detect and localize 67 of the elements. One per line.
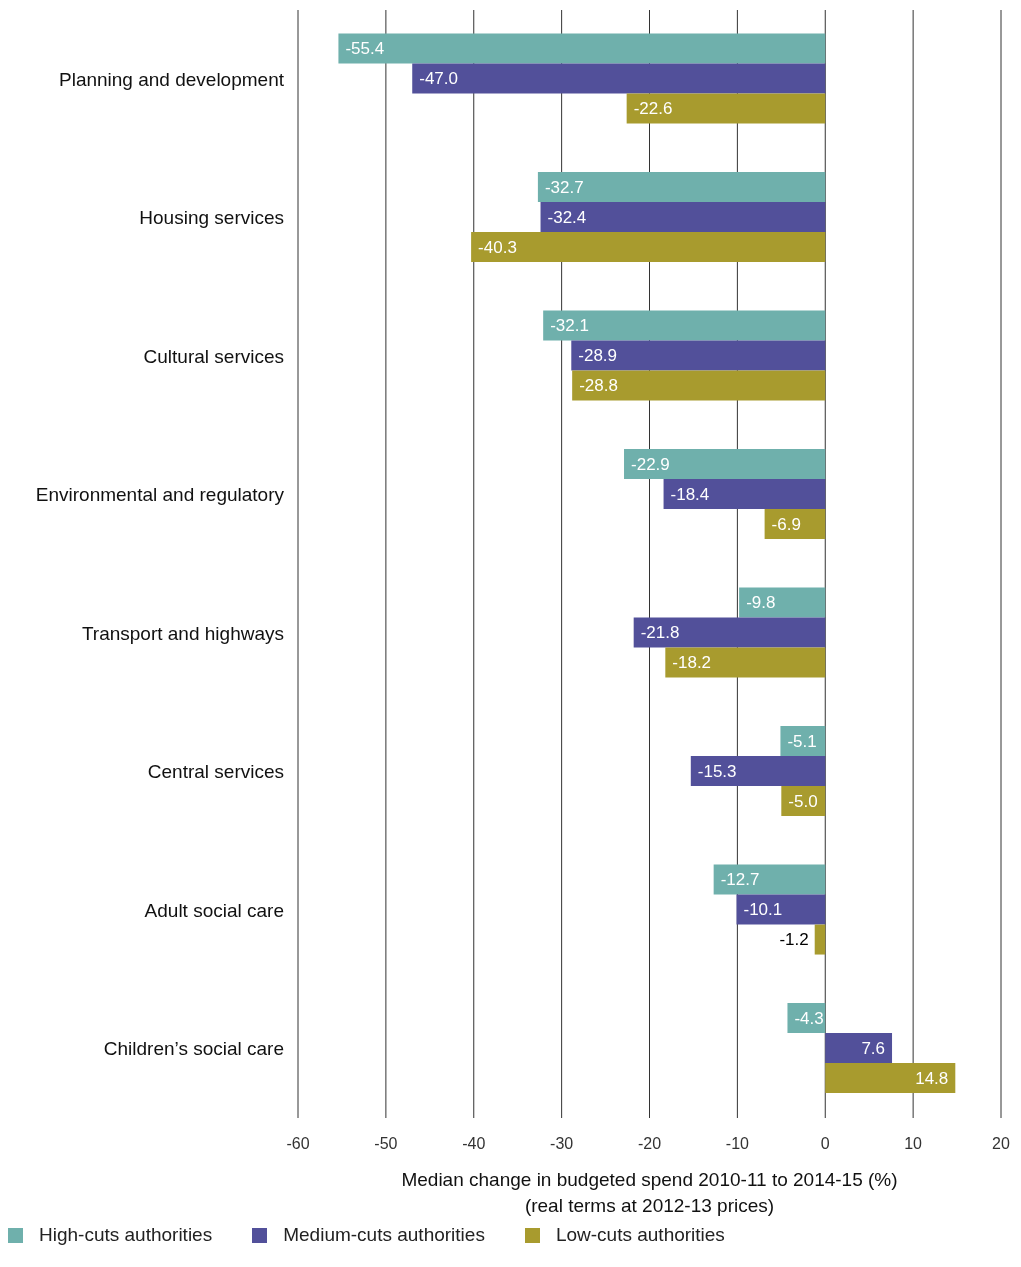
data-label: 7.6 [861,1038,886,1058]
data-label: 14.8 [915,1068,949,1088]
bar [780,726,826,757]
bar [764,509,826,540]
bar [537,172,826,203]
bar [663,479,826,510]
bar [633,617,826,648]
data-label: -28.8 [579,376,618,396]
data-label: -9.8 [746,593,776,613]
x-tick-label: -10 [725,1135,750,1153]
bar [412,63,826,94]
legend-label: High-cuts authorities [39,1224,213,1246]
bar [665,647,826,678]
x-axis-title: Median change in budgeted spend 2010-11 to 2014-15 (%) (real terms at 2012-13 prices) [401,1169,898,1216]
data-label: -21.8 [640,623,680,643]
data-label: -40.3 [478,237,517,257]
y-tick-label: Children’s social care [103,1038,284,1060]
legend-label: Medium-cuts authorities [283,1224,485,1246]
bar [571,340,826,371]
data-label: -22.9 [631,455,670,474]
data-label: -22.6 [633,99,673,119]
y-tick-label: Environmental and regulatory [35,484,285,506]
data-label: -15.3 [697,761,737,781]
bar [471,232,826,263]
x-tick-label: -40 [462,1135,486,1153]
data-label: -5.0 [788,791,818,811]
x-tick-label: -50 [374,1135,398,1153]
data-label: -6.9 [771,514,801,534]
x-tick-label: -60 [286,1135,310,1153]
data-label: -32.4 [547,207,587,227]
bar [626,93,826,124]
bar [572,370,826,401]
x-tick-label: -30 [550,1135,574,1153]
bar [338,33,826,64]
bar [713,864,826,895]
y-tick-label: Central services [147,761,284,783]
data-label: -47.0 [419,69,458,89]
bar [690,756,826,787]
data-label: -32.1 [550,316,589,336]
bar [825,1033,893,1064]
data-label: -28.9 [578,346,618,366]
bar [814,924,826,955]
data-label: -4.3 [794,1008,824,1028]
data-label: -5.1 [787,731,817,751]
y-tick-label: Planning and development [58,69,285,90]
data-label: -1.2 [779,930,809,950]
bar [624,449,826,480]
data-label: -32.7 [544,177,584,197]
data-label: -18.2 [672,653,712,673]
bar [540,202,826,233]
legend-label: Low-cuts authorities [555,1224,725,1246]
x-tick-label: 10 [904,1135,923,1153]
y-tick-label: Adult social care [144,899,284,921]
data-label: -18.4 [670,485,710,504]
data-label: -12.7 [720,870,760,890]
bar [736,894,826,925]
bar [825,1063,956,1094]
y-tick-label: Housing services [139,207,284,229]
bar [543,310,826,341]
bar [739,587,826,618]
x-tick-label: 0 [820,1135,830,1153]
x-tick-label: -20 [637,1135,662,1153]
data-label: -10.1 [743,900,783,920]
y-tick-label: Cultural services [143,345,284,367]
data-label: -55.4 [345,39,385,59]
y-tick-label: Transport and highways [81,622,284,644]
x-tick-label: 20 [992,1135,1010,1153]
